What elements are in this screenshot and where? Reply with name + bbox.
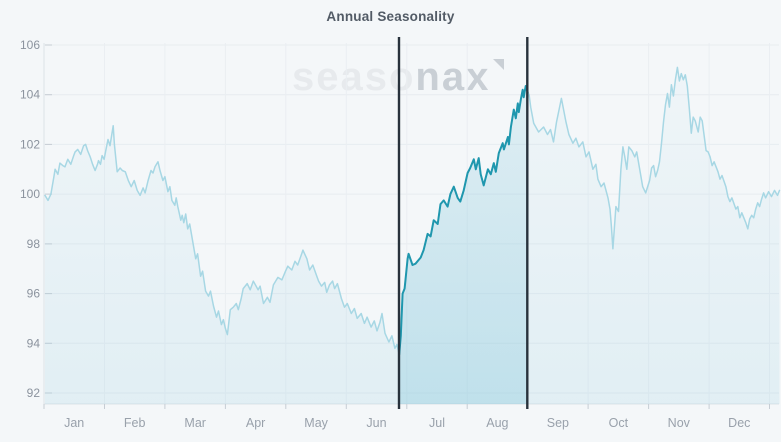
- x-axis-label-jul: Jul: [429, 416, 445, 430]
- y-axis-label: 98: [27, 237, 41, 251]
- seasonax-watermark: seasonax: [292, 55, 505, 99]
- x-axis-label-aug: Aug: [486, 416, 508, 430]
- y-axis-label: 94: [27, 336, 41, 350]
- seasonax-watermark-dark: nax: [415, 55, 491, 99]
- seasonax-watermark-light: seaso: [292, 55, 416, 99]
- y-axis-label: 102: [20, 137, 40, 151]
- x-axis-label-mar: Mar: [184, 416, 206, 430]
- x-axis-label-may: May: [304, 416, 328, 430]
- x-axis-label-sep: Sep: [547, 416, 569, 430]
- y-axis-label: 100: [20, 187, 40, 201]
- y-axis-label: 96: [27, 287, 41, 301]
- y-axis-label: 106: [20, 38, 40, 52]
- chart-title: Annual Seasonality: [326, 9, 455, 24]
- x-axis-label-nov: Nov: [668, 416, 691, 430]
- x-axis-label-feb: Feb: [124, 416, 146, 430]
- y-axis-label: 104: [20, 88, 40, 102]
- highlight-area-fill: [399, 86, 528, 404]
- y-axis-label: 92: [27, 386, 41, 400]
- series-area-fill: [45, 67, 780, 405]
- x-axis-label-dec: Dec: [728, 416, 750, 430]
- x-axis-label-apr: Apr: [246, 416, 265, 430]
- seasonax-logo-triangle-icon: [493, 59, 505, 70]
- x-axis-label-jun: Jun: [366, 416, 386, 430]
- x-axis-label-oct: Oct: [609, 416, 629, 430]
- x-axis-label-jan: Jan: [64, 416, 84, 430]
- seasonality-line-highlight: [398, 85, 529, 356]
